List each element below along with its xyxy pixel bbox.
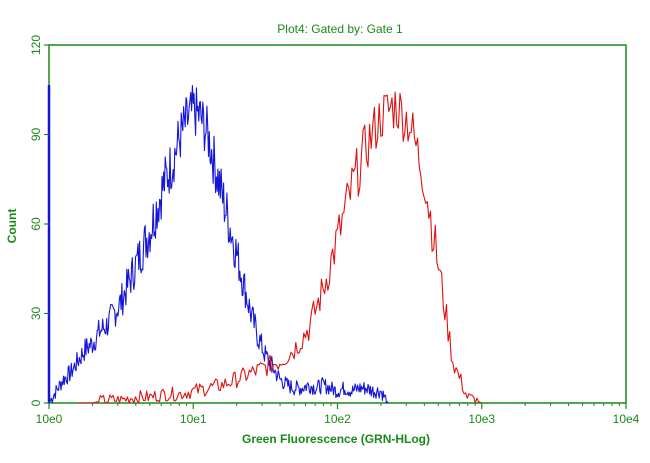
y-tick-label: 60 <box>29 217 43 231</box>
plot-title: Plot4: Gated by: Gate 1 <box>277 22 403 36</box>
x-tick-label: 10e0 <box>36 412 63 426</box>
x-tick-label: 10e1 <box>180 412 207 426</box>
series-line-red <box>77 91 483 404</box>
series-layer <box>48 85 483 404</box>
ticks-layer: 10e0 10e1 10e2 10e3 10e4 0 30 60 90 120 <box>29 35 640 426</box>
y-tick-label: 120 <box>29 35 43 55</box>
x-tick-label: 10e4 <box>613 412 640 426</box>
y-tick-label: 0 <box>29 399 43 406</box>
x-tick-label: 10e3 <box>468 412 495 426</box>
series-line-blue <box>48 85 389 404</box>
y-tick-label: 30 <box>29 307 43 321</box>
x-axis-label: Green Fluorescence (GRN-HLog) <box>242 432 430 446</box>
x-tick-label: 10e2 <box>324 412 351 426</box>
y-axis-label: Count <box>5 209 19 244</box>
y-tick-label: 90 <box>29 128 43 142</box>
